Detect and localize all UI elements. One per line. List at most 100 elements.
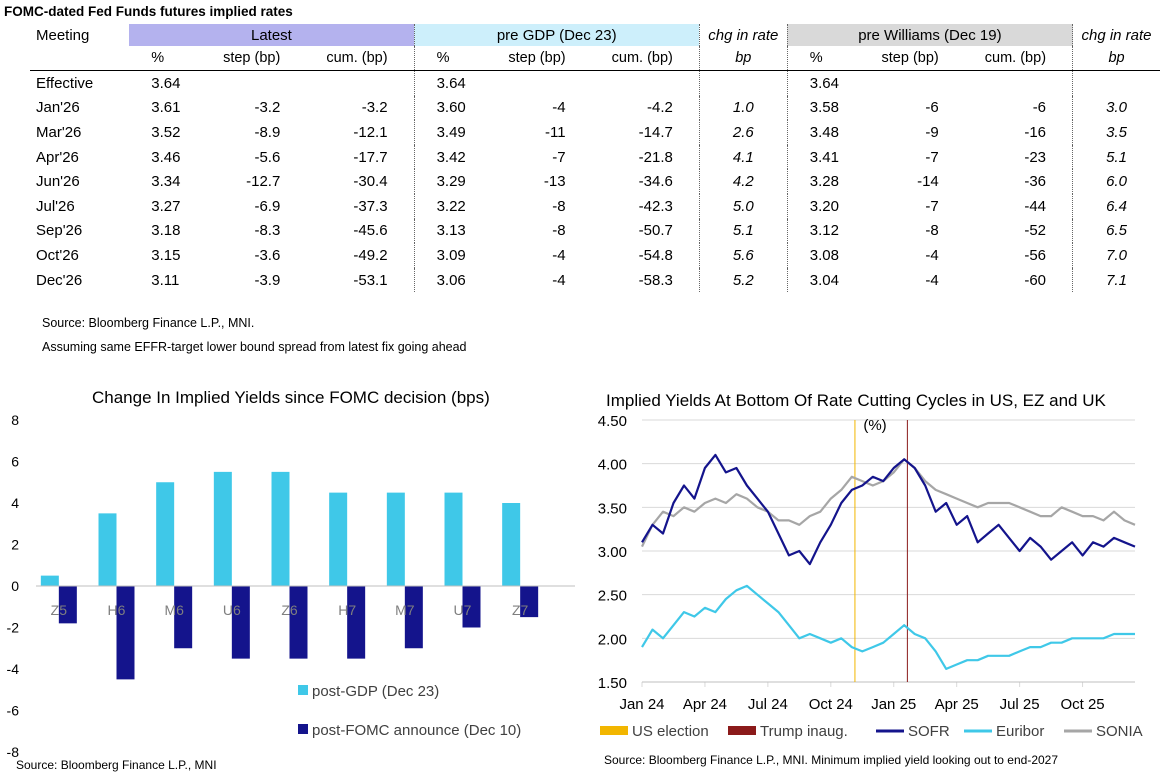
chg-in-rate-header: chg in rate	[698, 24, 788, 46]
cell-g-step: -8	[552, 222, 566, 240]
table-row: Jun'26 3.34 -12.7 -30.4 3.29 -13 -34.6 4.2 3.28 -…	[30, 169, 1160, 194]
y-tick-label: -2	[7, 620, 20, 636]
table-source: Source: Bloomberg Finance L.P., MNI.	[42, 316, 255, 330]
y-tick-label: 2	[11, 537, 19, 553]
y-tick-label: 4.00	[598, 457, 627, 474]
cell-w-step: -6	[925, 99, 939, 117]
cell-w-cum: -52	[1024, 222, 1047, 240]
legend-label-post-gdp: post-GDP (Dec 23)	[312, 683, 439, 700]
cell-g-rate: 3.60	[413, 95, 485, 121]
x-tick-label: Z6	[281, 602, 298, 618]
cell-l-step: -12.7	[246, 173, 281, 191]
cell-l-step	[200, 71, 307, 96]
legend-swatch-post-fomc	[298, 724, 308, 734]
bar-post-fomc	[462, 586, 481, 628]
bar-chart-source: Source: Bloomberg Finance L.P., MNI	[16, 758, 217, 772]
y-tick-label: -8	[7, 744, 20, 760]
cell-l-rate: 3.11	[151, 271, 180, 289]
cell-l-cum: -49.2	[353, 246, 388, 264]
line-chart-title: Implied Yields At Bottom Of Rate Cutting…	[606, 391, 1106, 410]
cell-l-cum: -12.1	[353, 123, 388, 141]
cell-chg1	[698, 70, 788, 96]
cell-g-rate: 3.64	[413, 70, 485, 96]
cell-l-rate: 3.61	[151, 99, 181, 117]
cell-meeting: Mar'26	[36, 123, 82, 141]
y-tick-label: 1.50	[598, 675, 627, 692]
meeting-header: Meeting	[36, 26, 90, 44]
cell-w-cum: -16	[1024, 123, 1047, 141]
latest-step-header: step (bp)	[199, 46, 307, 71]
cell-l-cum: -3.2	[361, 99, 388, 117]
cell-chg1: 4.1	[698, 144, 788, 170]
legend-swatch-us-election	[600, 726, 628, 735]
cell-w-cum: -6	[1032, 99, 1047, 117]
cell-w-step: -7	[925, 148, 939, 166]
bar-post-gdp	[98, 513, 117, 586]
cell-l-cum: -53.1	[353, 271, 388, 289]
bar-post-fomc	[116, 586, 135, 680]
cell-w-cum: -23	[1024, 148, 1047, 166]
cell-meeting: Jul'26	[36, 197, 75, 215]
gdp-cum-header: cum. (bp)	[591, 46, 700, 71]
cell-w-rate: 3.48	[786, 120, 859, 145]
cell-l-rate: 3.64	[151, 74, 181, 92]
y-tick-label: 2.00	[598, 631, 627, 648]
cell-w-step: -8	[925, 222, 939, 240]
table-row: Oct'26 3.15 -3.6 -49.2 3.09 -4 -54.8 5.6 3.08 -4 -…	[30, 243, 1160, 268]
bar-post-fomc	[347, 586, 366, 659]
y-tick-label: -6	[7, 703, 20, 719]
chg-bp-header: bp	[698, 46, 788, 71]
x-tick-label: Z7	[512, 602, 529, 618]
cell-meeting: Jan'26	[36, 99, 80, 117]
bar-post-gdp	[271, 471, 290, 586]
pre-gdp-group-header: pre GDP (Dec 23)	[413, 24, 700, 46]
line-chart: 4.50 4.00 3.50 3.00 2.50 2.00 1.50 Jan 24 Apr 24…	[598, 413, 1143, 740]
y-tick-label: 3.50	[598, 500, 627, 517]
cell-w-rate: 3.58	[786, 95, 859, 121]
legend-label-trump-inaug-: Trump inaug.	[760, 723, 848, 740]
will-pct-header: %	[786, 46, 859, 71]
pre-williams-group-header: pre Williams (Dec 19)	[786, 24, 1073, 46]
x-tick-label: Z5	[51, 602, 68, 618]
cell-w-cum: -56	[1024, 246, 1047, 264]
legend-label-sonia: SONIA	[1096, 723, 1143, 740]
cell-l-cum: -30.4	[353, 173, 388, 191]
cell-w-rate: 3.08	[786, 243, 859, 268]
cell-g-cum: -4.2	[647, 99, 673, 117]
cell-l-rate: 3.27	[151, 197, 181, 215]
bar-post-gdp	[386, 492, 405, 586]
table-note: Assuming same EFFR-target lower bound sp…	[42, 340, 467, 354]
bar-chart: 8 6 4 2 0 -2 -4 -6 -8 Z5 H6 M6 U6 Z6 H7 M7 U7 Z7 post-GDP …	[7, 412, 575, 760]
cell-w-rate: 3.28	[786, 169, 859, 194]
cell-chg2: 6.5	[1072, 218, 1160, 244]
cell-w-step: -7	[925, 197, 939, 215]
cell-chg2: 6.0	[1072, 169, 1160, 194]
cell-g-step: -7	[552, 148, 566, 166]
cell-meeting: Oct'26	[36, 246, 79, 264]
cell-chg1: 5.2	[698, 267, 788, 293]
cell-g-rate: 3.42	[413, 144, 485, 170]
will-step-header: step (bp)	[858, 46, 965, 71]
cell-chg1: 5.1	[698, 218, 788, 244]
cell-g-cum: -58.3	[638, 271, 673, 289]
x-tick-label: U7	[454, 602, 472, 618]
cell-l-rate: 3.34	[151, 173, 181, 191]
x-tick-label: Apr 25	[935, 696, 979, 713]
cell-chg2: 3.5	[1072, 120, 1160, 145]
cell-chg2: 6.4	[1072, 193, 1160, 219]
cell-w-step: -14	[917, 173, 939, 191]
cell-w-step: -4	[925, 271, 939, 289]
cell-w-cum: -44	[1024, 197, 1047, 215]
table-row: Jan'26 3.61 -3.2 -3.2 3.60 -4 -4.2 1.0 3.58 -6 -6 3…	[30, 95, 1160, 121]
y-tick-label: 2.50	[598, 588, 627, 605]
cell-g-step: -8	[552, 197, 566, 215]
cell-l-step: -6.9	[254, 197, 281, 215]
cell-g-rate: 3.06	[413, 267, 485, 293]
cell-l-cum: -45.6	[353, 222, 388, 240]
bar-chart-title: Change In Implied Yields since FOMC deci…	[92, 388, 490, 407]
x-tick-label: M7	[395, 602, 415, 618]
x-tick-label: Apr 24	[683, 696, 727, 713]
cell-g-step: -13	[543, 173, 566, 191]
cell-g-rate: 3.13	[413, 218, 485, 244]
chg-in-rate-header-2: chg in rate	[1072, 24, 1160, 46]
